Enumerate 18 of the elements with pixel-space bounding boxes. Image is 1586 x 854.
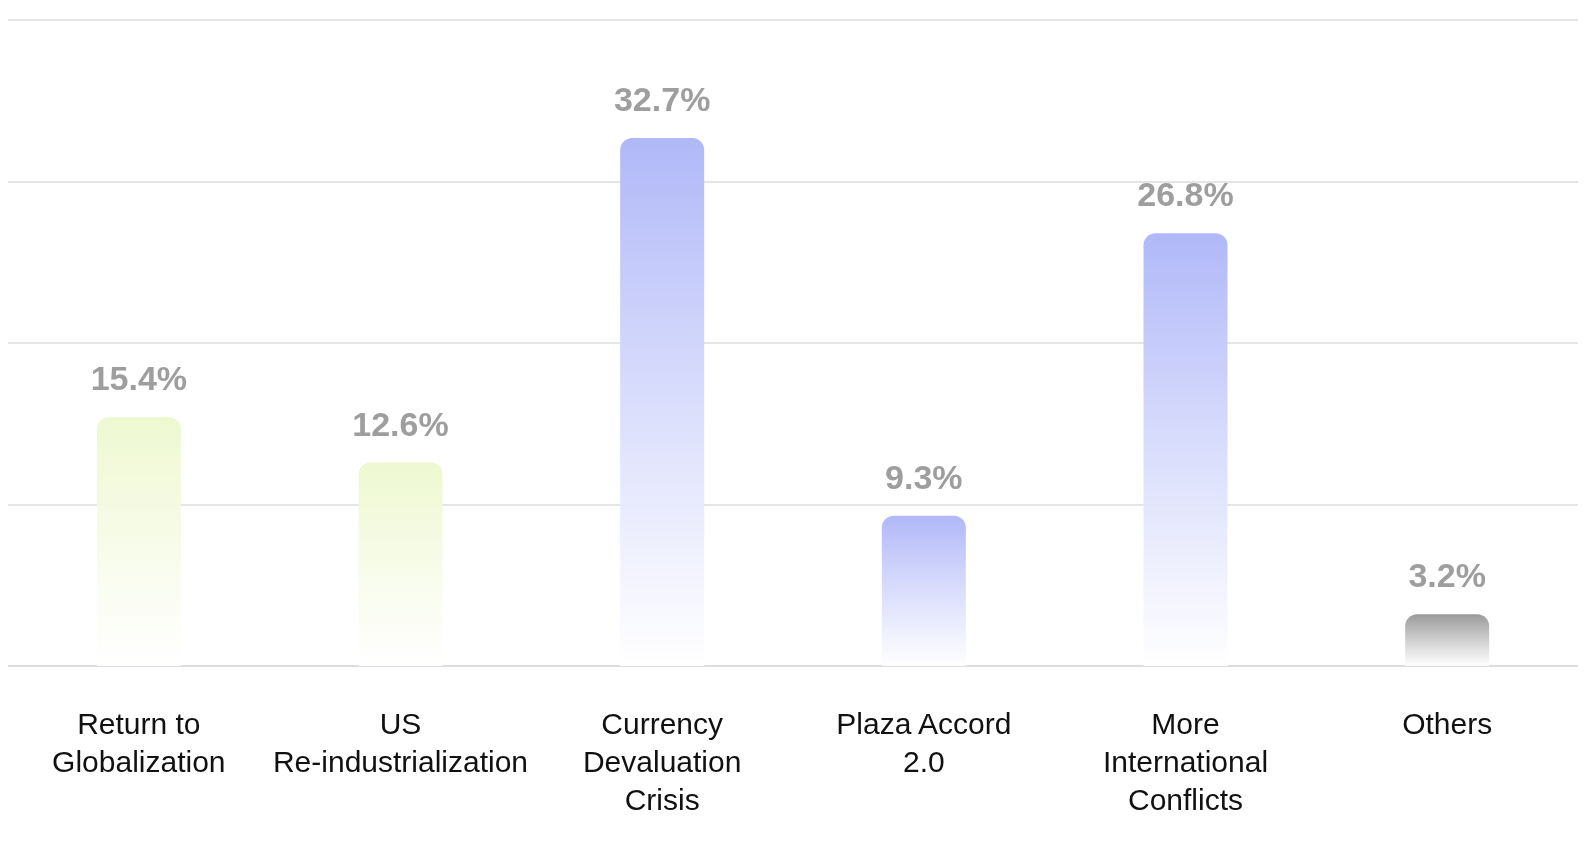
bar [358,462,443,666]
bar [1405,614,1490,666]
bar [1143,233,1228,666]
bar [96,417,181,666]
x-tick-label: Return to Globalization [52,706,226,778]
x-tick-label: Currency Devaluation Crisis [582,706,742,816]
data-label: 15.4% [90,359,188,398]
bar [620,137,705,666]
x-tick-label: Plaza Accord 2.0 [836,706,1012,778]
x-tick-label: Others [1402,706,1493,740]
x-tick-label: More International Conflicts [1102,706,1269,816]
data-label: 12.6% [352,404,449,443]
data-label: 3.2% [1408,556,1486,595]
data-label: 26.8% [1137,175,1234,214]
bar [881,515,966,666]
data-label: 32.7% [613,79,711,118]
x-tick-label: US Re-industrialization [272,706,529,778]
data-label: 9.3% [885,457,963,496]
